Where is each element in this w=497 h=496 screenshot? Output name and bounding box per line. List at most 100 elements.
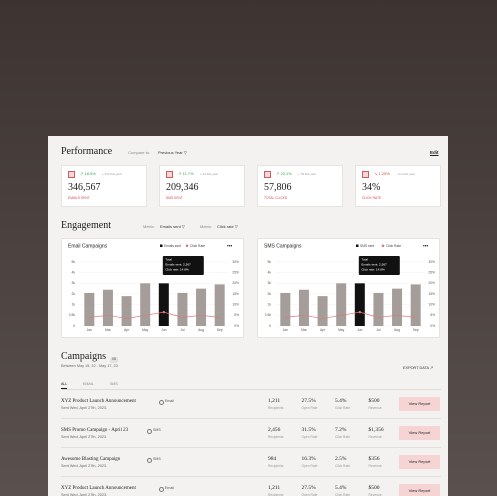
note: + 78 this year xyxy=(298,171,317,176)
note: + 374 this year xyxy=(102,171,122,176)
metric-label: Recipients xyxy=(268,493,284,496)
y2-tick-label: 15% xyxy=(428,292,435,296)
y-tick-label: 1k xyxy=(72,303,76,307)
bar xyxy=(354,283,365,326)
y2-tick-label: 20% xyxy=(232,281,239,285)
channel-icon xyxy=(147,428,152,434)
bar xyxy=(121,296,132,326)
y2-tick-label: 0% xyxy=(234,324,239,328)
export-button[interactable]: EXPORT DATA ↗ xyxy=(403,366,434,370)
metric-value: 2,456 xyxy=(268,427,281,433)
chart-card: SMS Campaigns SMS sent Click Rate ••• 0 0.5k 1… xyxy=(257,238,440,338)
row-divider xyxy=(61,418,441,419)
metric-value: 5.4% xyxy=(335,485,347,491)
legend-label: Click Rate xyxy=(190,244,205,248)
channel-icon xyxy=(159,486,164,492)
highlight-dot xyxy=(162,310,166,314)
y-tick-label: 2k xyxy=(72,292,76,296)
badge: 08 xyxy=(110,357,118,363)
channel: SMS xyxy=(153,427,161,432)
legend-swatch xyxy=(381,244,385,248)
campaign-name: Awesome Blasting Campaign xyxy=(61,457,121,462)
channel: SMS xyxy=(153,456,161,461)
sent-date: Sent Wed, April 27th, 2023. xyxy=(61,435,108,439)
metric-value: $1,356 xyxy=(368,427,384,433)
x-tick-label: Aug xyxy=(394,328,400,332)
edit-link[interactable]: Edit xyxy=(430,150,439,155)
stat-label: CLICK RATE xyxy=(362,196,382,200)
x-tick-label: Jan xyxy=(87,328,92,332)
view-report-button[interactable]: View Report xyxy=(399,397,440,411)
highlight-dot xyxy=(358,310,362,314)
x-tick-label: May xyxy=(142,328,149,332)
change: ↗ 20.1% xyxy=(276,171,292,176)
campaign-name: XYZ Product Launch Announcement xyxy=(61,399,136,404)
metric-value: 27.5% xyxy=(301,485,316,491)
sent-date: Sent Wed, April 27th, 2023. xyxy=(61,464,108,468)
label: Metric: xyxy=(200,224,212,229)
bar xyxy=(298,289,309,326)
bar xyxy=(410,284,421,326)
stat-value: 346,567 xyxy=(68,182,101,193)
channel: Email xyxy=(165,485,174,490)
bar xyxy=(373,292,384,326)
change: ↗ 18.5% xyxy=(80,171,96,176)
y-tick-label: 5k xyxy=(72,260,76,264)
metric-value: 31.5% xyxy=(301,427,316,433)
x-tick-label: Jul xyxy=(180,328,184,332)
dropdown[interactable]: Emails sent ▽ xyxy=(160,224,185,229)
metric-label: Click Rate xyxy=(335,435,351,439)
metric-label: Revenue xyxy=(368,406,382,410)
tooltip-text: Emails sent: 2,567 xyxy=(361,262,387,266)
metric-value: $500 xyxy=(368,485,380,491)
y2-tick-label: 30% xyxy=(232,260,239,264)
dropdown[interactable]: Previous Year ▽ xyxy=(158,150,187,155)
y2-tick-label: 25% xyxy=(232,271,239,275)
campaign-name: XYZ Product Launch Announcement xyxy=(61,486,136,491)
tab[interactable]: ALL xyxy=(61,382,68,390)
legend-swatch xyxy=(356,244,359,247)
x-tick-label: Mar xyxy=(105,328,112,332)
tooltip-text: Emails sent: 2,567 xyxy=(165,262,191,266)
x-tick-label: Apr xyxy=(320,328,326,332)
y-tick-label: 0.5k xyxy=(265,313,272,317)
dashboard: Performance Compare to: Previous Year ▽ … xyxy=(48,136,448,496)
tab[interactable]: EMAIL xyxy=(83,382,94,386)
stat-card: ↘ 1.25% - 3 in this year 34% CLICK RATE xyxy=(355,165,441,207)
legend-swatch xyxy=(185,244,189,248)
chart-title: SMS Campaigns xyxy=(264,243,302,249)
y-tick-label: 4k xyxy=(72,271,76,275)
icon xyxy=(166,171,173,178)
x-tick-label: Jan xyxy=(283,328,288,332)
view-report-button[interactable]: View Report xyxy=(399,455,440,469)
chart: Email Campaigns Emails sent Click Rate ••• 0… xyxy=(68,243,239,332)
stat-card: ↗ 18.5% + 374 this year 346,567 EMAILS SENT xyxy=(61,165,147,207)
bar xyxy=(140,283,151,326)
bar xyxy=(84,292,95,326)
metric-label: Recipients xyxy=(268,464,284,468)
metric-label: Click Rate xyxy=(335,406,351,410)
more-menu: ••• xyxy=(227,243,233,249)
bar xyxy=(336,283,347,326)
section-title: Engagement xyxy=(61,220,111,231)
legend-label: SMS sent xyxy=(360,244,374,248)
section-title: Campaigns xyxy=(61,351,106,362)
bar xyxy=(102,289,113,326)
y-tick-label: 4k xyxy=(268,271,272,275)
tab[interactable]: SMS xyxy=(110,382,118,386)
click-rate-line xyxy=(285,311,416,319)
view-report-button[interactable]: View Report xyxy=(399,484,440,496)
chart: SMS Campaigns SMS sent Click Rate ••• 0 0.5k 1… xyxy=(264,243,435,332)
x-tick-label: Jun xyxy=(161,328,166,332)
view-report-button[interactable]: View Report xyxy=(399,426,440,440)
metric-value: 5.4% xyxy=(335,398,347,404)
sent-date: Sent Wed, April 27th, 2023. xyxy=(61,493,108,496)
legend-label: Emails sent xyxy=(164,244,181,248)
x-tick-label: Apr xyxy=(124,328,130,332)
metric-value: $356 xyxy=(368,456,380,462)
dropdown[interactable]: Click rate ▽ xyxy=(217,224,238,229)
metric-value: 27.5% xyxy=(301,398,316,404)
metric-label: Open Rate xyxy=(301,435,318,439)
bar xyxy=(280,292,291,326)
